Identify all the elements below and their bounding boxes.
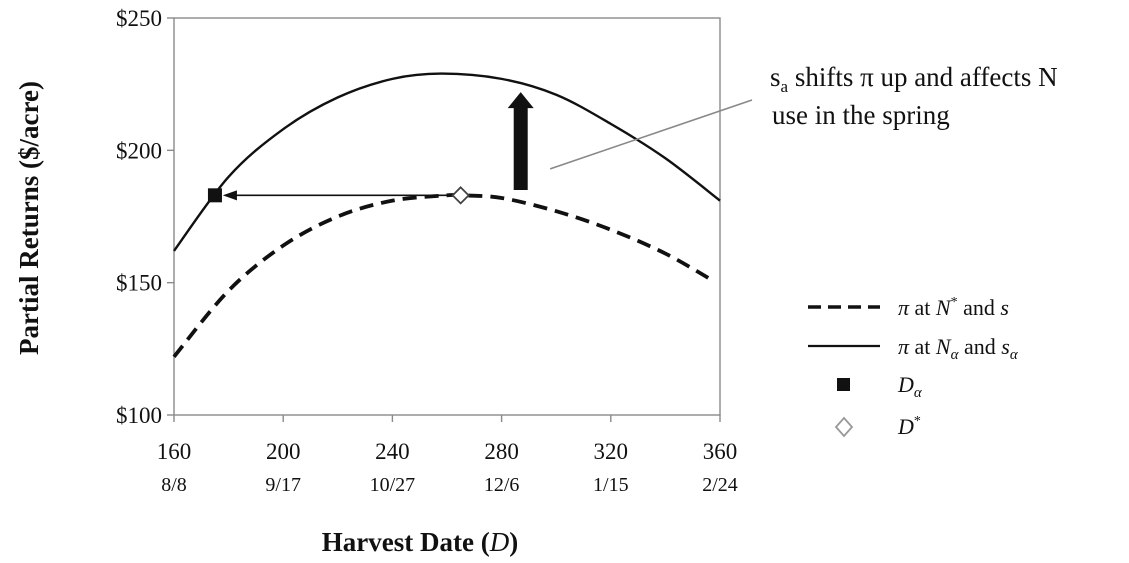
point-D_star: [451, 186, 470, 205]
x-tick-label: 160: [157, 439, 192, 464]
y-tick-label: $250: [116, 6, 162, 31]
annotation: sa shifts π up and affects N use in the …: [549, 62, 1058, 170]
annotation-rest: shifts π up and affects N: [788, 62, 1058, 92]
y-axis-ticks: $100 $150 $200 $250: [116, 6, 174, 428]
x-tick-label: 360: [703, 439, 738, 464]
x-axis-title: Harvest Date (D): [322, 527, 518, 557]
annotation-line-1: sa shifts π up and affects N: [770, 62, 1058, 96]
x-tick-date-label: 9/17: [265, 474, 301, 496]
x-tick-label: 320: [594, 439, 629, 464]
annotation-s-sub: a: [781, 77, 789, 96]
annotation-line-2: use in the spring: [772, 100, 950, 130]
y-tick-label: $150: [116, 271, 162, 296]
y-axis-title: Partial Returns ($/acre): [14, 81, 44, 355]
legend-open-diamond-marker: [834, 416, 854, 438]
legend-label-d-alpha: Dα: [897, 372, 923, 401]
legend-label-d-star: D*: [897, 414, 921, 439]
arrow-shift-up: [507, 92, 534, 191]
x-axis-ticks: 160 8/8 200 9/17 240 10/27 280 12/6 320 1/15 360 2/…: [157, 415, 738, 496]
x-tick-date-label: 2/24: [702, 474, 738, 496]
arrows-layer: [222, 92, 534, 201]
x-tick-date-label: 10/27: [370, 474, 416, 496]
x-tick-label: 280: [484, 439, 519, 464]
plot-area-border: [173, 17, 721, 416]
x-axis-title-close: ): [509, 527, 518, 557]
series-line-alt: [173, 72, 721, 252]
annotation-pointer-line: [549, 99, 753, 170]
legend-label-base: π at N* and s: [898, 295, 1009, 320]
plot-frame: [173, 17, 721, 416]
x-tick-label: 200: [266, 439, 301, 464]
legend-label-alt: π at Nα and sα: [898, 334, 1019, 363]
points-layer: [207, 186, 470, 205]
x-tick-label: 240: [375, 439, 410, 464]
x-axis-title-main: Harvest Date (: [322, 527, 490, 557]
x-tick-date-label: 8/8: [161, 474, 187, 496]
y-tick-label: $200: [116, 138, 162, 163]
x-tick-date-label: 12/6: [484, 474, 520, 496]
point-D_a: [207, 188, 222, 203]
y-tick-label: $100: [116, 403, 162, 428]
series-layer: [172, 72, 721, 358]
series-line-base: [172, 192, 713, 358]
legend-filled-square-marker: [837, 378, 850, 391]
annotation-s: s: [770, 62, 781, 92]
legend: π at N* and s π at Nα and sα Dα D*: [808, 295, 1019, 439]
x-tick-date-label: 1/15: [593, 474, 629, 496]
x-axis-title-var: D: [489, 527, 510, 557]
